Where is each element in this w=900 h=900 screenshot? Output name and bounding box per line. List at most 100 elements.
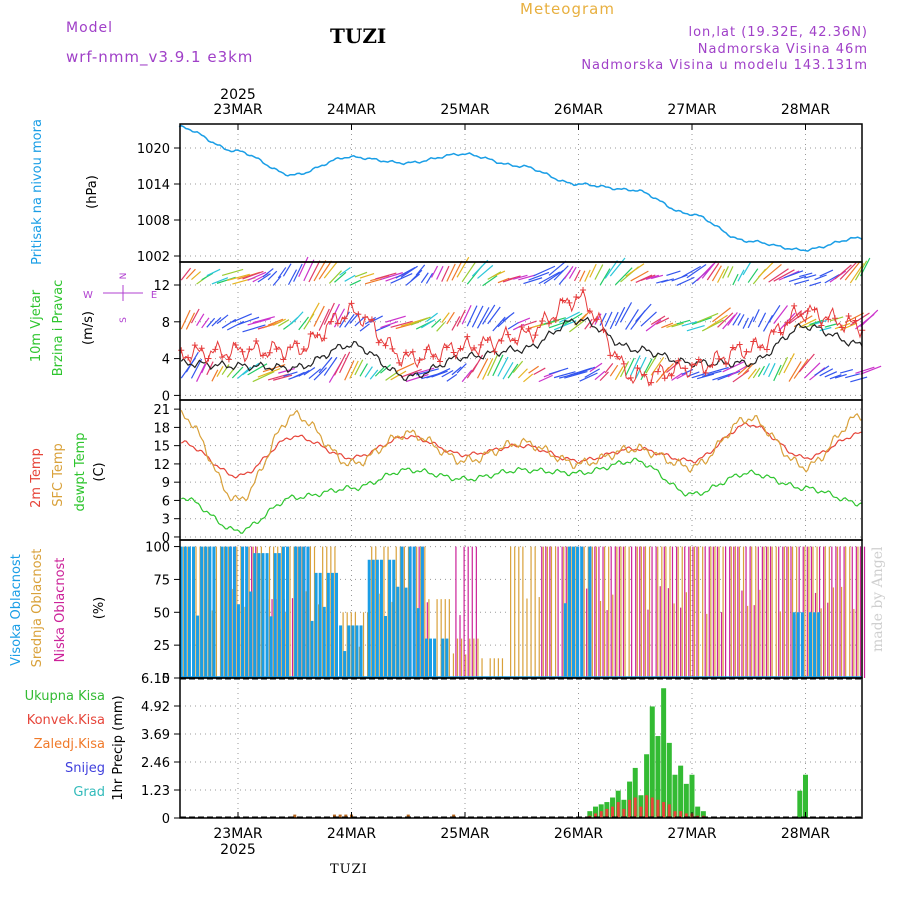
wind-barb xyxy=(231,366,244,379)
wind-barb xyxy=(762,315,774,332)
wind-barb xyxy=(666,362,679,374)
wind-barb xyxy=(568,266,577,279)
wind-gust-marker xyxy=(845,313,852,319)
wind-barb xyxy=(650,274,664,280)
precip-total-bar xyxy=(695,806,701,818)
wind-barb xyxy=(614,267,633,286)
wind-barb xyxy=(190,358,203,379)
wind-barb xyxy=(666,323,679,329)
wind-barb xyxy=(502,361,514,380)
wind-barb xyxy=(318,308,330,331)
wind-barb xyxy=(512,360,524,373)
ylabel-temp-2m: 2m Temp xyxy=(29,448,44,508)
wind-barb xyxy=(273,374,293,381)
wind-barb xyxy=(737,314,745,326)
wind-gust-marker xyxy=(832,315,839,322)
wind-gust-marker xyxy=(559,297,566,304)
wind-barb xyxy=(456,256,470,278)
wind-barb xyxy=(456,363,467,374)
precip-total-bar xyxy=(627,781,633,818)
precip-conv-bar xyxy=(662,802,666,818)
wind-barb xyxy=(671,372,683,381)
wind-gust-marker xyxy=(689,362,695,369)
lonlat-label: lon,lat (19.32E, 42.36N) xyxy=(688,25,868,40)
precip-conv-bar xyxy=(679,811,683,818)
wind-gust-marker xyxy=(341,315,348,322)
wind-gust-marker xyxy=(668,372,675,379)
wind-barb xyxy=(599,268,611,286)
wind-barb xyxy=(594,264,604,280)
wind-barb xyxy=(323,356,338,376)
wind-gust-marker xyxy=(314,332,321,339)
wind-barb xyxy=(216,276,236,284)
wind-barb xyxy=(855,366,875,374)
wind-barb xyxy=(278,367,295,374)
precip-legend-4: Grad xyxy=(73,785,105,800)
wind-gust-marker xyxy=(811,306,818,313)
precip-total-bar xyxy=(644,754,650,818)
wind-barb xyxy=(722,314,736,330)
wind-barb xyxy=(696,373,715,380)
wind-barb xyxy=(742,262,752,276)
wind-barb xyxy=(206,317,216,328)
wind-barb xyxy=(390,273,413,284)
wind-barb xyxy=(487,306,501,325)
wind-barb xyxy=(860,309,879,328)
wind-barb xyxy=(809,281,822,287)
wind-gust-marker xyxy=(723,361,730,368)
wind-barb xyxy=(696,312,719,323)
precip-total-bar xyxy=(649,706,655,818)
precip-total-bar xyxy=(678,765,684,818)
wind-barb xyxy=(701,260,717,279)
wind-barb xyxy=(461,304,472,325)
precip-conv-bar xyxy=(650,797,654,818)
wind-barb xyxy=(221,364,230,375)
wind-barb xyxy=(323,262,338,279)
wind-barb xyxy=(446,311,455,325)
wind-barb xyxy=(834,322,851,330)
y-tick-label: 100 xyxy=(145,541,170,556)
wind-barb xyxy=(492,354,504,377)
wind-gust-marker xyxy=(362,314,369,321)
wind-gust-marker xyxy=(654,368,661,375)
wind-barb xyxy=(681,321,698,327)
ylabel-temp-dewpt: dewpt Temp xyxy=(73,432,88,511)
precip-trace-bar xyxy=(332,814,336,818)
wind-barb xyxy=(344,360,355,381)
wind-barb xyxy=(762,363,771,376)
wind-barb xyxy=(267,318,284,326)
wind-barb xyxy=(277,319,290,327)
wind-gust-marker xyxy=(586,308,593,315)
compass-east: E xyxy=(151,290,157,301)
wind-barb xyxy=(757,365,765,377)
wind-barb xyxy=(834,264,852,280)
wind-barb xyxy=(543,317,566,325)
wind-barb xyxy=(717,268,726,283)
wind-barb xyxy=(788,361,802,382)
wind-barb xyxy=(282,263,292,277)
wind-barb xyxy=(844,261,861,281)
wind-gust-marker xyxy=(825,316,832,323)
wind-gust-marker xyxy=(614,353,621,360)
wind-gust-marker xyxy=(573,293,580,300)
wind-barb xyxy=(538,271,561,285)
wind-gust-marker xyxy=(838,324,845,331)
wind-gust-marker xyxy=(695,356,702,363)
ylabel-wind-2: Brzina i Pravac xyxy=(51,280,66,377)
wind-gust-marker xyxy=(430,353,437,360)
wind-gust-marker xyxy=(389,345,396,352)
wind-barb xyxy=(451,260,463,281)
wind-barb xyxy=(334,271,347,283)
wind-gust-marker xyxy=(661,375,668,382)
y-tick-label: 0 xyxy=(162,531,170,546)
wind-barb xyxy=(625,357,635,377)
wind-barb xyxy=(318,260,332,280)
wind-barb xyxy=(706,262,720,281)
precip-conv-bar xyxy=(667,804,671,818)
wind-gust-marker xyxy=(702,369,709,376)
wind-gust-marker xyxy=(491,348,498,355)
wind-barb xyxy=(742,363,754,375)
wind-barb xyxy=(650,315,666,325)
wind-barb xyxy=(339,267,351,276)
wind-barb xyxy=(507,275,521,281)
